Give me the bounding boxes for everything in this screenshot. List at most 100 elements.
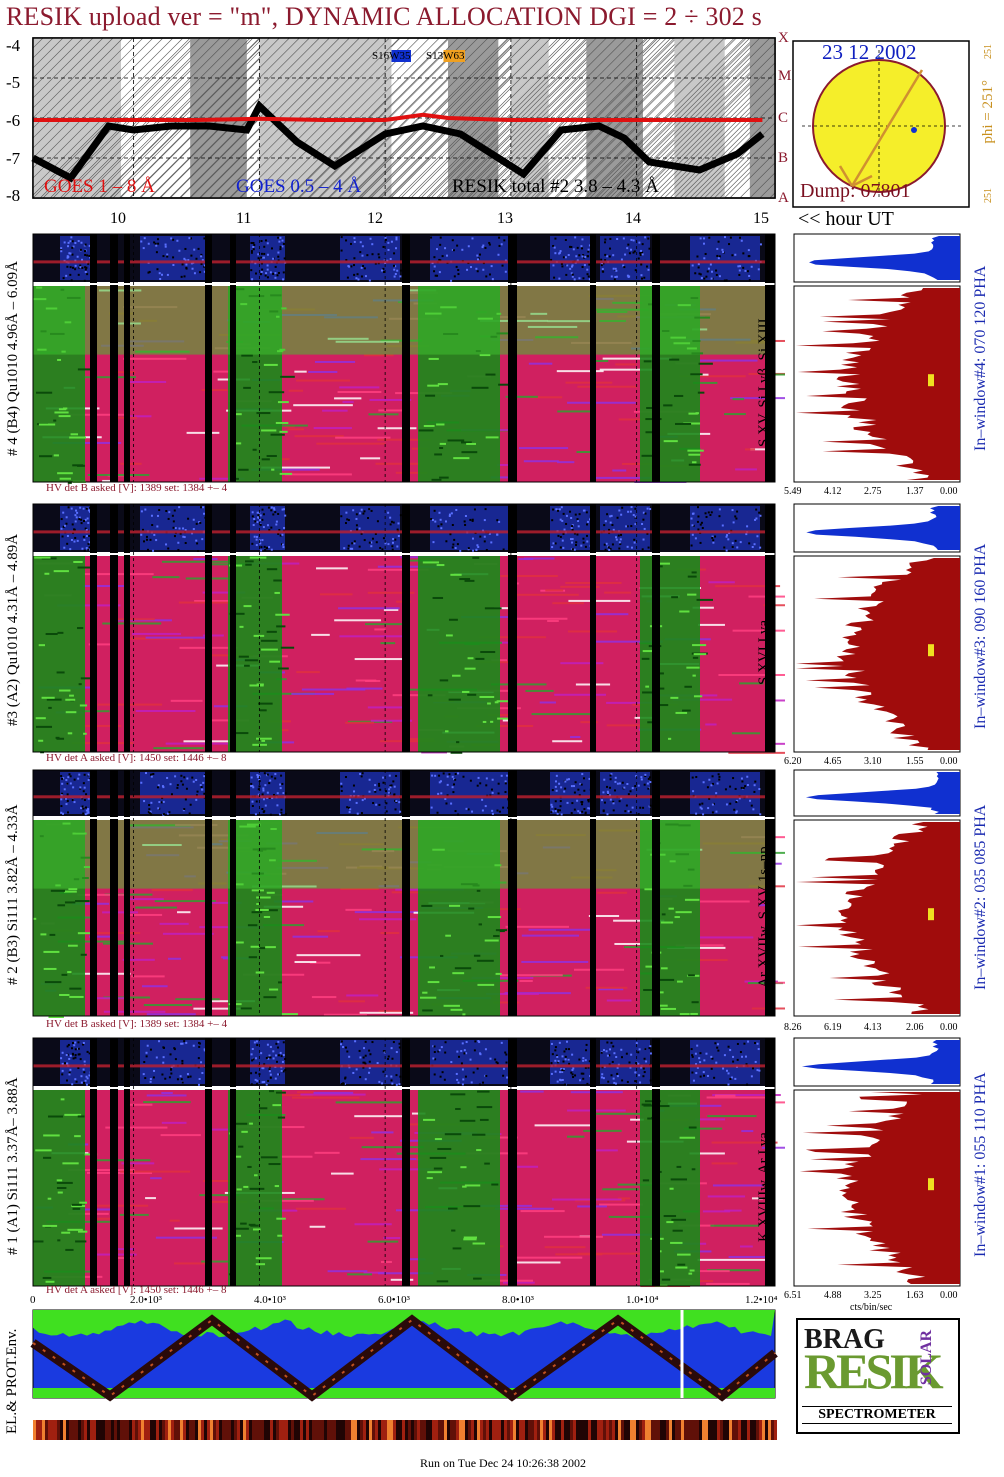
- pha-tick: 0.00: [940, 756, 958, 767]
- line-label-1: K XVIIIw, Ar Lya: [756, 1132, 772, 1242]
- pha-tick: 1.55: [906, 756, 924, 767]
- x-tick: 0: [30, 1294, 36, 1306]
- hv-label-4: HV det B asked [V]: 1389 set: 1384 +– 4: [46, 482, 228, 494]
- pha-tick: 2.06: [906, 1022, 924, 1033]
- pha-label-1: In–window#1: 055 110 PHA: [972, 1072, 989, 1258]
- pha-tick: 0.00: [940, 1290, 958, 1301]
- goes-classes: X M C B A: [778, 30, 794, 210]
- spectrogram-panel: [32, 503, 785, 754]
- resik-logo: BRAG RESIK SOLAR SPECTROMETER: [796, 1318, 960, 1434]
- ytick: -6: [6, 111, 21, 130]
- legend-goes-1-8: GOES 1 – 8 Å: [44, 176, 155, 197]
- pha-tick: 1.37: [906, 486, 924, 497]
- x-tick: 2.0•10³: [130, 1294, 162, 1306]
- ytick: -7: [6, 149, 21, 168]
- class-c: C: [778, 110, 789, 126]
- region-marker-icon: [911, 127, 917, 133]
- class-a: A: [778, 190, 789, 206]
- env-panel: [30, 1309, 778, 1440]
- region-2-label: S13W63: [426, 50, 465, 62]
- logo-word-spectrometer: SPECTROMETER: [802, 1406, 952, 1424]
- logo-word-solar: SOLAR: [918, 1330, 935, 1386]
- line-label-3: S XVI Lya: [756, 620, 772, 686]
- hour-axis: 10 11 12 13 14 15: [0, 210, 780, 232]
- spectrogram-panel: [32, 233, 785, 484]
- pha-tick: 3.10: [864, 756, 882, 767]
- hour-tick: 13: [497, 210, 513, 227]
- footer-run-time: Run on Tue Dec 24 10:26:38 2002: [420, 1456, 587, 1470]
- region-1-label: S16W35: [372, 50, 411, 62]
- ytick: -4: [6, 36, 21, 55]
- pha-label-4: In–window#4: 070 120 PHA: [972, 265, 989, 451]
- class-b: B: [778, 150, 789, 166]
- x-tick: 4.0•10³: [254, 1294, 286, 1306]
- resik-total-curve: [31, 100, 765, 183]
- hour-tick: 11: [236, 210, 252, 227]
- goes-bands: [33, 38, 775, 198]
- line-label-4: S XV, Si Lyβ, Si XIII: [756, 318, 772, 448]
- pha-tick: 1.63: [906, 1290, 924, 1301]
- legend-resik-total: RESIK total #2 3.8 – 4.3 Å: [452, 176, 659, 197]
- hv-label-3: HV det A asked [V]: 1450 set: 1446 +– 8: [46, 752, 227, 764]
- pha-label-3: In–window#3: 090 160 PHA: [972, 543, 989, 729]
- class-x: X: [778, 30, 789, 46]
- hour-ut-label: << hour UT: [798, 208, 894, 230]
- phi-top: 251: [983, 44, 994, 59]
- phi-bottom: 251: [983, 188, 994, 203]
- logo-word-brag: BRAG: [804, 1324, 885, 1355]
- chan-label-3: #3 (A2) Qu1010 4.31Å – 4.89Å: [5, 533, 21, 727]
- env-label: EL.& PROT.Env.: [4, 1328, 20, 1434]
- pha-tick: 3.25: [864, 1290, 882, 1301]
- pha-tick: 0.00: [940, 486, 958, 497]
- phi-arrow-icon: [850, 69, 924, 187]
- logo-resik-text: RESIK: [804, 1343, 944, 1399]
- hour-tick: 12: [367, 210, 383, 227]
- x-tick: 1.0•10⁴: [626, 1294, 659, 1306]
- ytick: -8: [6, 186, 21, 205]
- pha-profile: [793, 503, 961, 753]
- pha-profiles: [793, 233, 961, 1287]
- region-tag-1: S16W35: [372, 50, 411, 62]
- hour-tick: 15: [753, 210, 769, 227]
- pha-profile: [793, 233, 961, 483]
- pha-tick: 4.13: [864, 1022, 882, 1033]
- sun-disk-icon: [812, 59, 946, 193]
- x-tick: 8.0•10³: [502, 1294, 534, 1306]
- pha-tick: 2.75: [864, 486, 882, 497]
- hv-label-1: HV det A asked [V]: 1450 set: 1446 +– 8: [46, 1284, 227, 1296]
- pha-tick: 6.51: [784, 1290, 802, 1301]
- ytick: -5: [6, 73, 21, 92]
- x-tick: 1.2•10⁴: [745, 1294, 778, 1306]
- pha-profile: [793, 1037, 961, 1287]
- pha-tick: 5.49: [784, 486, 802, 497]
- hv-label-2: HV det B asked [V]: 1389 set: 1384 +– 4: [46, 1018, 228, 1030]
- region-tag-2: S13W63: [426, 50, 465, 62]
- chan-label-1: # 1 (A1) Si111 3.37Å– 3.88Å: [5, 1077, 21, 1255]
- legend-goes-05-4: GOES 0.5 – 4 Å: [236, 176, 362, 197]
- goes-1-8-curve: [33, 112, 763, 122]
- line-label-2: Ar XVIIw, S XV 1s–np: [756, 846, 772, 988]
- goes-yaxis: -4 -5 -6 -7 -8: [6, 36, 32, 206]
- hour-tick: 14: [625, 210, 641, 227]
- spectrogram-panel: [32, 769, 785, 1018]
- obs-date: 23 12 2002: [822, 40, 917, 64]
- x-tick: 6.0•10³: [378, 1294, 410, 1306]
- spectrogram-panel: [32, 1037, 785, 1288]
- cts-label: cts/bin/sec: [850, 1302, 893, 1313]
- pha-tick: 4.88: [824, 1290, 842, 1301]
- pha-tick: 6.20: [784, 756, 802, 767]
- sun-panel: [792, 40, 970, 208]
- logo-word-resik: RESIK: [804, 1343, 944, 1399]
- pha-tick: 6.19: [824, 1022, 842, 1033]
- pha-profile: [793, 769, 961, 1017]
- pha-tick: 8.26: [784, 1022, 802, 1033]
- pha-tick: 4.65: [824, 756, 842, 767]
- pha-tick: 0.00: [940, 1022, 958, 1033]
- spectrograms: [32, 233, 785, 1288]
- class-m: M: [778, 68, 792, 84]
- pha-label-2: In–window#2: 035 085 PHA: [972, 804, 989, 991]
- goes-panel: [31, 37, 776, 199]
- chan-label-4: # 4 (B4) Qu1010 4.96Å – 6.09Å: [5, 261, 21, 457]
- hour-tick: 10: [110, 210, 126, 227]
- dump-id: Dump: 07801: [800, 180, 911, 202]
